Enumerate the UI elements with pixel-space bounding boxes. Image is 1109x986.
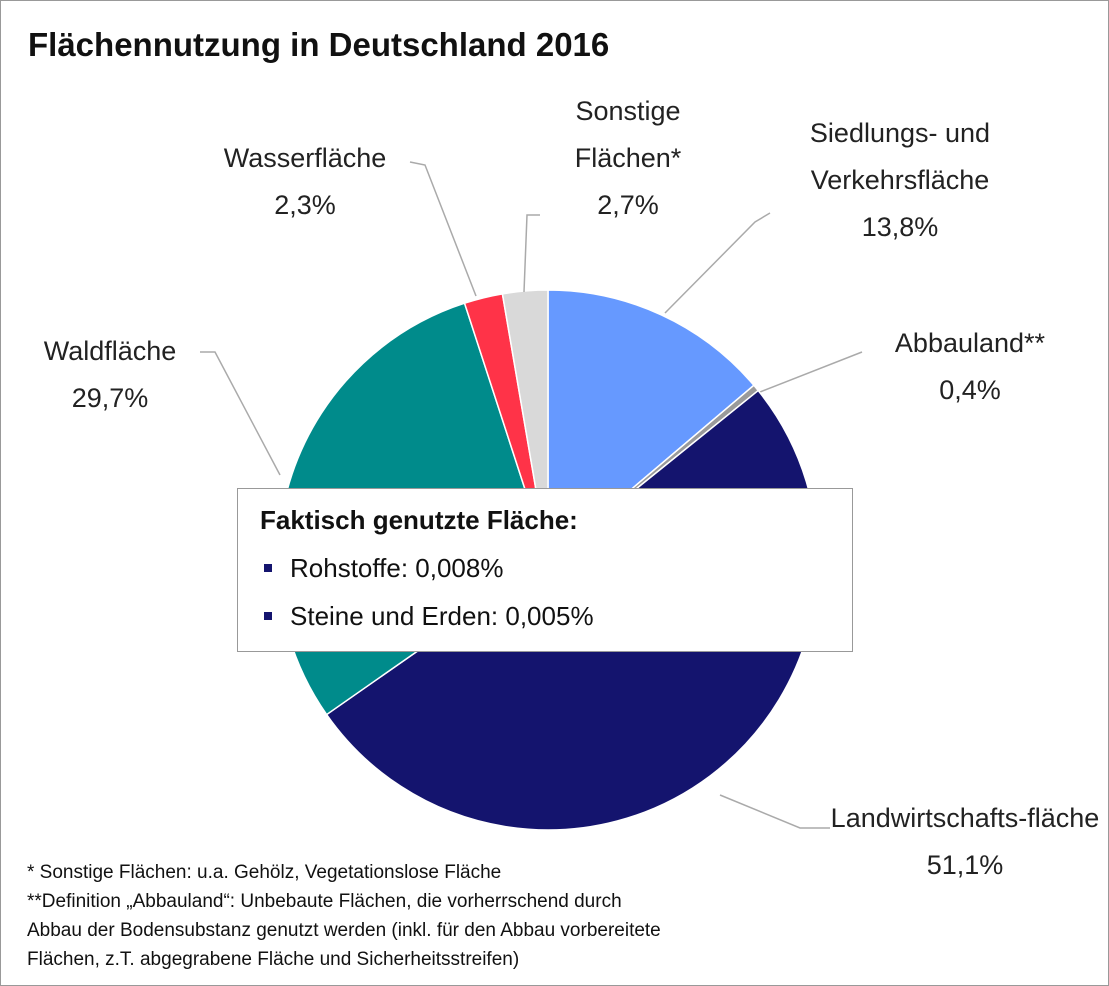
footnote-line: Flächen, z.T. abgegrabene Fläche und Sic… — [27, 949, 520, 970]
leader-line — [409, 161, 477, 297]
value-label: 51,1% — [926, 850, 1004, 880]
category-label: Sonstige Flächen* — [574, 96, 682, 173]
value-label: 0,4% — [939, 375, 1001, 405]
value-label: 2,7% — [597, 190, 659, 220]
leader-line — [759, 351, 863, 393]
footnote-line: * Sonstige Flächen: u.a. Gehölz, Vegetat… — [27, 862, 502, 883]
category-label: Landwirtschafts-fläche — [830, 803, 1100, 833]
chart-title: Flächennutzung in Deutschland 2016 — [28, 26, 610, 63]
value-label: 13,8% — [861, 212, 939, 242]
slice-label: Wasserfläche 2,3% — [190, 135, 420, 229]
footnotes: * Sonstige Flächen: u.a. Gehölz, Vegetat… — [27, 858, 661, 974]
value-label: 29,7% — [71, 383, 149, 413]
slice-label: Abbauland** 0,4% — [845, 320, 1095, 414]
footnote-line: Abbau der Bodensubstanz genutzt werden (… — [27, 920, 661, 941]
category-label: Wasserfläche — [223, 143, 387, 173]
slice-label: Sonstige Flächen* 2,7% — [558, 88, 698, 229]
leader-line — [200, 351, 281, 476]
slice-label: Siedlungs- und Verkehrsfläche 13,8% — [780, 110, 1020, 251]
leader-line — [719, 794, 830, 829]
slice-label: Landwirtschafts-fläche 51,1% — [830, 795, 1100, 889]
note-title: Faktisch genutzte Fläche: — [260, 505, 578, 535]
leader-line — [523, 214, 540, 293]
footnote-line: **Definition „Abbauland“: Unbebaute Fläc… — [27, 891, 622, 912]
category-label: Siedlungs- und Verkehrsfläche — [809, 118, 991, 195]
category-label: Abbauland** — [894, 328, 1046, 358]
slice-label: Waldfläche 29,7% — [10, 328, 210, 422]
value-label: 2,3% — [274, 190, 336, 220]
note-box: Faktisch genutzte Fläche: Rohstoffe: 0,0… — [237, 488, 853, 652]
leader-line — [664, 212, 771, 314]
category-label: Waldfläche — [43, 336, 177, 366]
note-item: Rohstoffe: 0,008% — [260, 544, 830, 592]
note-item: Steine und Erden: 0,005% — [260, 592, 830, 640]
